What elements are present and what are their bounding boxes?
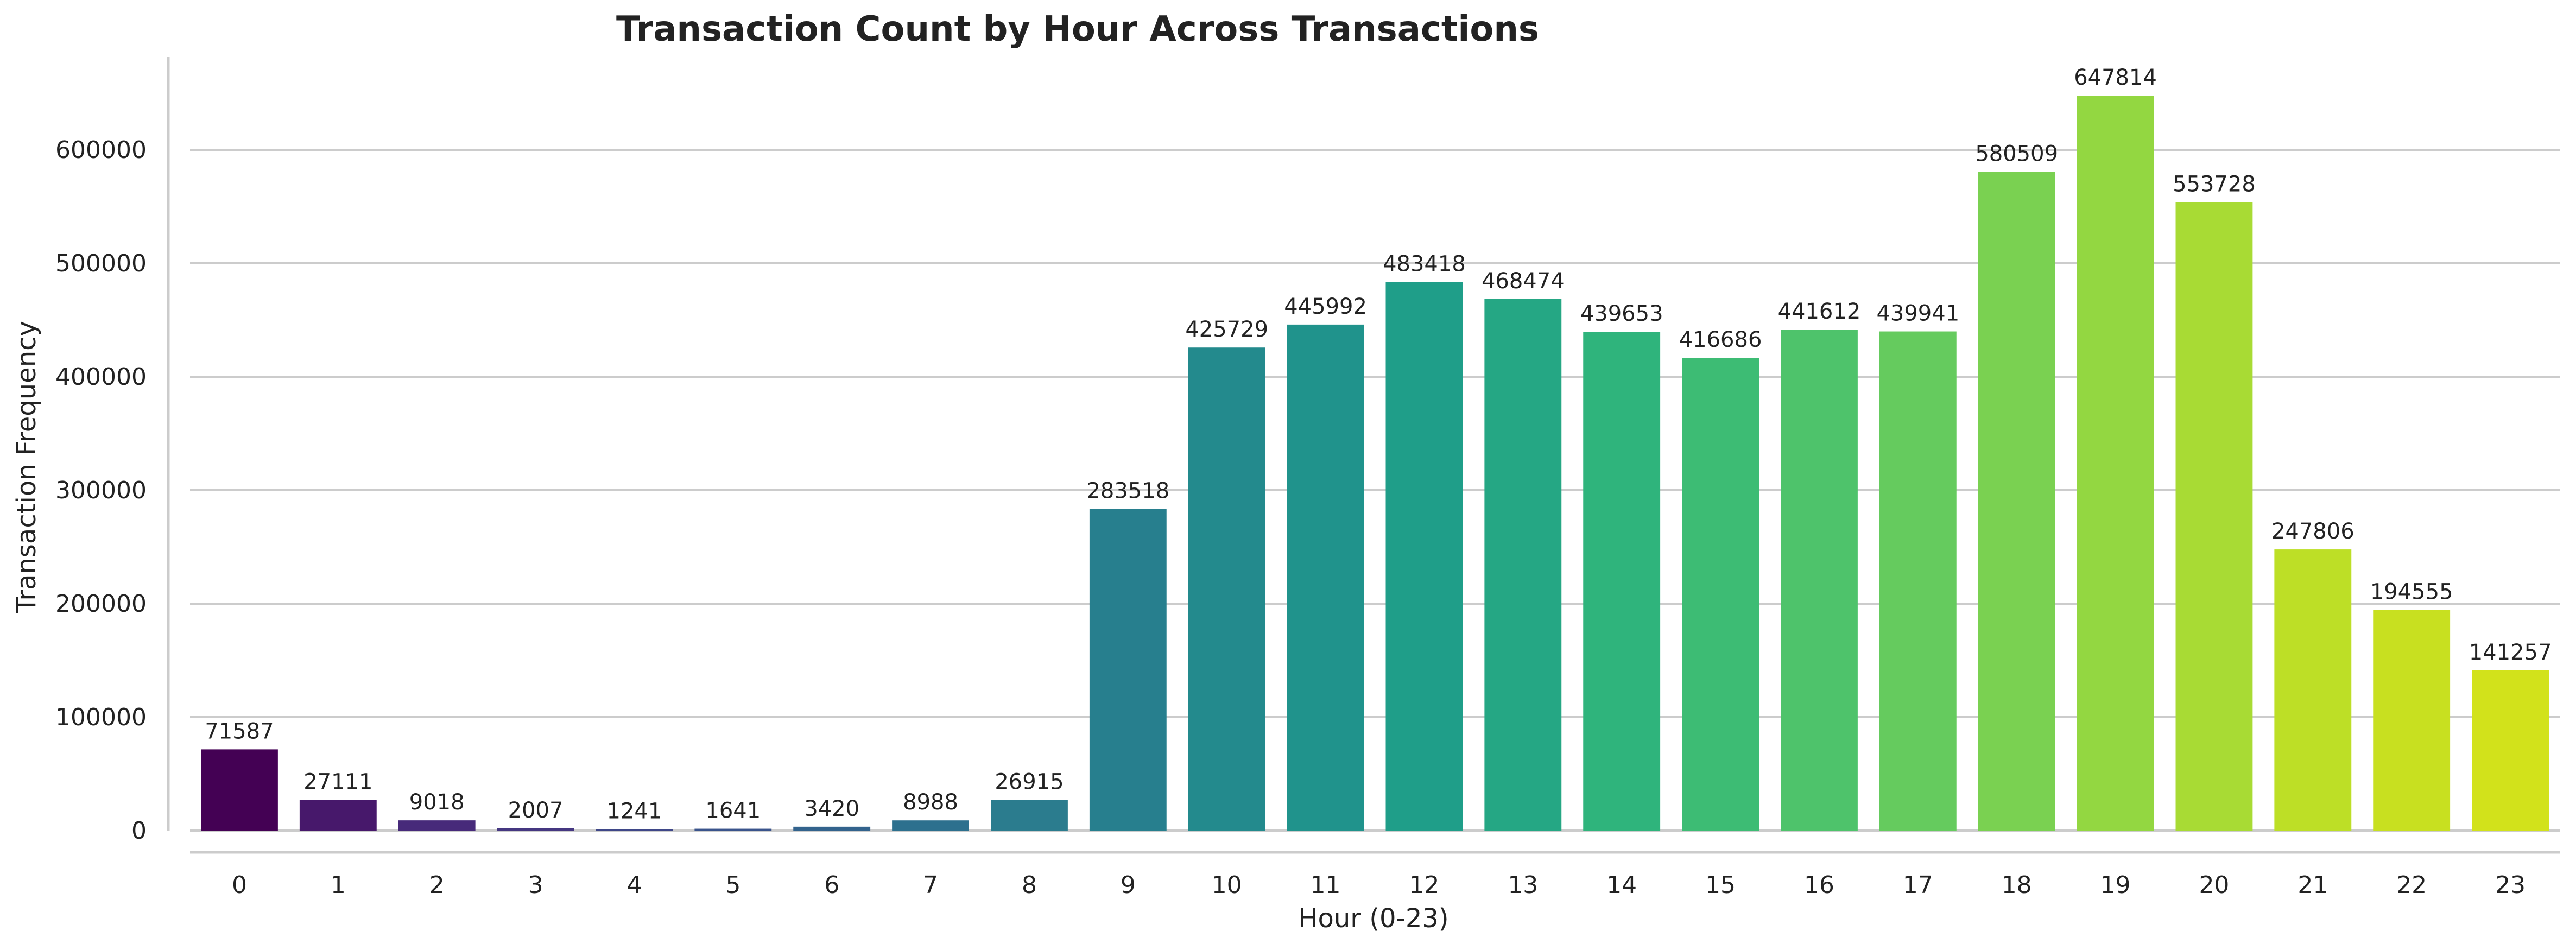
data-label: 416686 bbox=[1679, 327, 1762, 352]
data-label: 283518 bbox=[1086, 478, 1169, 503]
bar-hour-16 bbox=[1781, 330, 1858, 831]
data-labels: 71587 27111 9018 2007 1241 1641 3420 8988 26915 2… bbox=[205, 65, 2552, 824]
x-tick-label: 22 bbox=[2396, 871, 2427, 899]
y-tick-label: 400000 bbox=[55, 363, 147, 391]
bar-hour-6 bbox=[793, 826, 871, 831]
x-tick-label: 0 bbox=[232, 871, 247, 899]
x-tick-label: 23 bbox=[2495, 871, 2526, 899]
y-tick-label: 500000 bbox=[55, 250, 147, 277]
bar-hour-19 bbox=[2077, 96, 2154, 831]
x-axis-label: Hour (0-23) bbox=[1298, 903, 1448, 934]
x-tick-label: 20 bbox=[2199, 871, 2229, 899]
x-tick-label: 3 bbox=[528, 871, 543, 899]
y-tick-label: 100000 bbox=[55, 704, 147, 731]
bar-hour-1 bbox=[299, 800, 377, 831]
bar-hour-20 bbox=[2175, 202, 2253, 831]
data-label: 580509 bbox=[1975, 142, 2058, 167]
y-tick-label: 600000 bbox=[55, 136, 147, 164]
bar-hour-14 bbox=[1583, 332, 1661, 831]
x-tick-label: 2 bbox=[429, 871, 445, 899]
data-label: 1641 bbox=[705, 799, 761, 824]
x-tick-label: 15 bbox=[1705, 871, 1736, 899]
data-label: 2007 bbox=[508, 798, 564, 823]
x-tick-label: 21 bbox=[2297, 871, 2328, 899]
y-axis-ticks: 0 100000 200000 300000 400000 500000 600000 bbox=[55, 136, 147, 845]
bar-hour-8 bbox=[991, 800, 1068, 831]
data-label: 26915 bbox=[995, 770, 1064, 795]
data-label: 647814 bbox=[2074, 65, 2157, 90]
bars bbox=[201, 96, 2549, 831]
x-tick-label: 1 bbox=[331, 871, 346, 899]
x-tick-label: 5 bbox=[725, 871, 740, 899]
x-axis-ticks: 0 1 2 3 4 5 6 7 8 9 10 11 12 13 14 15 16 17 18 19 20 21 22 23 bbox=[232, 871, 2526, 899]
data-label: 445992 bbox=[1284, 294, 1367, 319]
bar-hour-9 bbox=[1089, 509, 1167, 831]
data-label: 27111 bbox=[303, 769, 372, 794]
bar-hour-3 bbox=[497, 828, 574, 831]
x-tick-label: 7 bbox=[923, 871, 938, 899]
x-tick-label: 14 bbox=[1606, 871, 1637, 899]
x-tick-label: 16 bbox=[1804, 871, 1834, 899]
bar-hour-0 bbox=[201, 749, 278, 831]
x-tick-label: 6 bbox=[824, 871, 839, 899]
x-tick-label: 17 bbox=[1903, 871, 1933, 899]
bar-hour-13 bbox=[1484, 299, 1562, 831]
x-tick-label: 11 bbox=[1311, 871, 1341, 899]
x-tick-label: 10 bbox=[1212, 871, 1242, 899]
y-axis-label: Transaction Frequency bbox=[11, 321, 42, 613]
data-label: 441612 bbox=[1778, 299, 1861, 324]
data-label: 1241 bbox=[607, 799, 662, 824]
y-tick-label: 0 bbox=[131, 817, 147, 845]
bar-hour-23 bbox=[2472, 670, 2549, 831]
bar-hour-15 bbox=[1682, 358, 1759, 831]
x-tick-label: 8 bbox=[1022, 871, 1037, 899]
data-label: 141257 bbox=[2469, 640, 2552, 665]
data-label: 9018 bbox=[409, 790, 465, 815]
data-label: 439653 bbox=[1580, 301, 1663, 326]
y-tick-label: 300000 bbox=[55, 477, 147, 504]
bar-hour-12 bbox=[1385, 282, 1463, 831]
chart-title: Transaction Count by Hour Across Transac… bbox=[616, 9, 1539, 49]
data-label: 247806 bbox=[2271, 519, 2355, 544]
bar-hour-2 bbox=[398, 820, 476, 831]
y-tick-label: 200000 bbox=[55, 590, 147, 618]
x-tick-label: 13 bbox=[1508, 871, 1538, 899]
bar-hour-10 bbox=[1188, 347, 1265, 831]
data-label: 425729 bbox=[1185, 317, 1268, 342]
bar-hour-7 bbox=[892, 820, 969, 831]
data-label: 553728 bbox=[2173, 172, 2256, 197]
bar-hour-17 bbox=[1879, 331, 1957, 831]
data-label: 483418 bbox=[1383, 252, 1466, 277]
data-label: 3420 bbox=[804, 796, 859, 821]
x-tick-label: 12 bbox=[1409, 871, 1439, 899]
data-label: 468474 bbox=[1482, 269, 1565, 294]
data-label: 439941 bbox=[1876, 301, 1959, 326]
bar-hour-5 bbox=[694, 828, 772, 831]
data-label: 194555 bbox=[2370, 579, 2453, 604]
bar-hour-4 bbox=[596, 829, 673, 831]
x-tick-label: 9 bbox=[1121, 871, 1136, 899]
x-tick-label: 18 bbox=[2002, 871, 2032, 899]
bar-hour-21 bbox=[2274, 549, 2352, 831]
bar-hour-11 bbox=[1287, 324, 1364, 831]
x-tick-label: 4 bbox=[626, 871, 642, 899]
data-label: 8988 bbox=[903, 790, 958, 815]
bar-hour-22 bbox=[2373, 610, 2451, 831]
data-label: 71587 bbox=[205, 719, 274, 744]
x-tick-label: 19 bbox=[2100, 871, 2131, 899]
gridlines bbox=[190, 149, 2560, 832]
bar-hour-18 bbox=[1978, 172, 2055, 831]
